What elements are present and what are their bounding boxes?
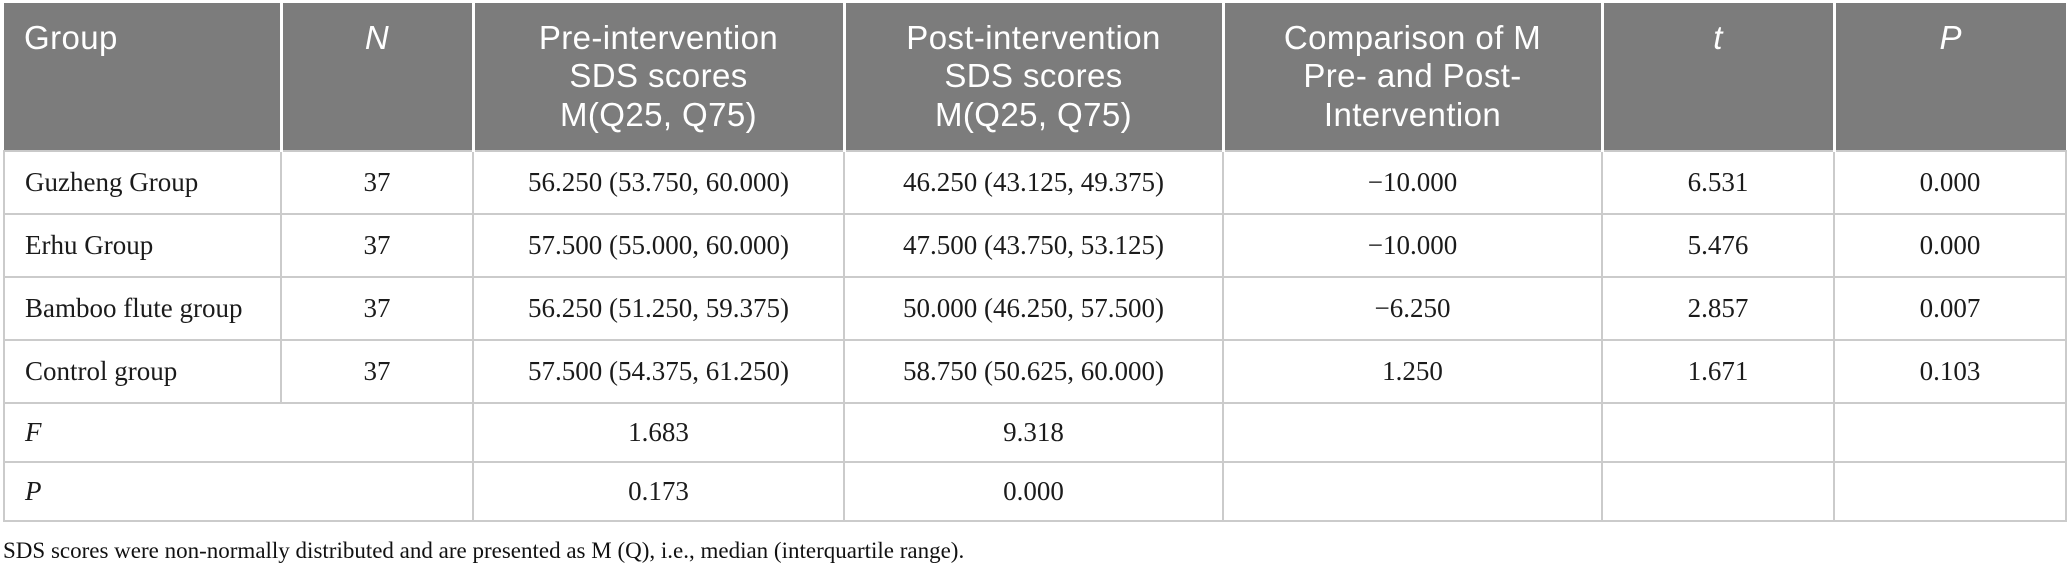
header-comparison: Comparison of M Pre- and Post- Intervent…	[1221, 3, 1602, 152]
cell-n: 37	[280, 276, 474, 341]
cell-pre: 57.500 (55.000, 60.000)	[472, 213, 845, 278]
sds-scores-table: Group N Pre-intervention SDS scores M(Q2…	[3, 3, 2067, 522]
table-row-guzheng: Guzheng Group 37 56.250 (53.750, 60.000)…	[3, 150, 2067, 215]
header-row: Group N Pre-intervention SDS scores M(Q2…	[4, 3, 2066, 152]
table-footnote: SDS scores were non-normally distributed…	[3, 538, 965, 563]
cell-n: 37	[280, 213, 474, 278]
cell-t: 2.857	[1601, 276, 1835, 341]
cell-pre: 56.250 (53.750, 60.000)	[472, 150, 845, 215]
header-t: t	[1600, 3, 1834, 152]
cell-n: 37	[280, 339, 474, 404]
cell-group: Guzheng Group	[3, 150, 282, 215]
cell-p: 0.000	[1833, 150, 2067, 215]
cell-comparison	[1222, 461, 1603, 522]
cell-pre: 1.683	[472, 402, 845, 463]
cell-pre: 56.250 (51.250, 59.375)	[472, 276, 845, 341]
cell-p	[1833, 402, 2067, 463]
header-n: N	[279, 3, 473, 152]
cell-n: 37	[280, 150, 474, 215]
cell-t	[1601, 402, 1835, 463]
cell-post: 47.500 (43.750, 53.125)	[843, 213, 1224, 278]
cell-t: 5.476	[1601, 213, 1835, 278]
cell-post: 0.000	[843, 461, 1224, 522]
cell-comparison: −6.250	[1222, 276, 1603, 341]
cell-t: 6.531	[1601, 150, 1835, 215]
header-group: Group	[4, 3, 281, 152]
cell-post: 46.250 (43.125, 49.375)	[843, 150, 1224, 215]
table-row-erhu: Erhu Group 37 57.500 (55.000, 60.000) 47…	[3, 213, 2067, 278]
header-p: P	[1832, 3, 2066, 152]
cell-pre: 57.500 (54.375, 61.250)	[472, 339, 845, 404]
table-header: Group N Pre-intervention SDS scores M(Q2…	[4, 3, 2066, 152]
cell-p: 0.007	[1833, 276, 2067, 341]
cell-post: 58.750 (50.625, 60.000)	[843, 339, 1224, 404]
header-post-intervention: Post-intervention SDS scores M(Q25, Q75)	[842, 3, 1223, 152]
cell-p	[1833, 461, 2067, 522]
cell-comparison	[1222, 402, 1603, 463]
cell-stat-label: P	[3, 461, 474, 522]
cell-group: Erhu Group	[3, 213, 282, 278]
cell-post: 9.318	[843, 402, 1224, 463]
cell-comparison: 1.250	[1222, 339, 1603, 404]
table-row-control: Control group 37 57.500 (54.375, 61.250)…	[3, 339, 2067, 404]
cell-group: Bamboo flute group	[3, 276, 282, 341]
cell-t	[1601, 461, 1835, 522]
stat-row-p: P 0.173 0.000	[3, 461, 2067, 522]
cell-p: 0.103	[1833, 339, 2067, 404]
cell-stat-label: F	[3, 402, 474, 463]
stat-row-f: F 1.683 9.318	[3, 402, 2067, 463]
header-pre-intervention: Pre-intervention SDS scores M(Q25, Q75)	[471, 3, 844, 152]
cell-comparison: −10.000	[1222, 150, 1603, 215]
table-row-bamboo-flute: Bamboo flute group 37 56.250 (51.250, 59…	[3, 276, 2067, 341]
table-body: Guzheng Group 37 56.250 (53.750, 60.000)…	[3, 150, 2067, 522]
cell-p: 0.000	[1833, 213, 2067, 278]
cell-post: 50.000 (46.250, 57.500)	[843, 276, 1224, 341]
cell-comparison: −10.000	[1222, 213, 1603, 278]
cell-pre: 0.173	[472, 461, 845, 522]
cell-t: 1.671	[1601, 339, 1835, 404]
cell-group: Control group	[3, 339, 282, 404]
